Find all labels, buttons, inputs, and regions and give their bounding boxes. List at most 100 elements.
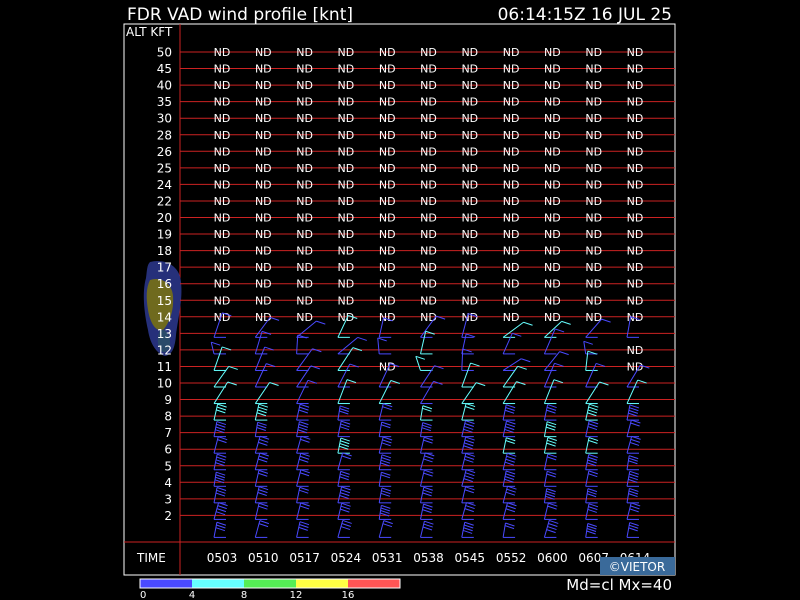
nd-cell-15-0517: ND <box>296 294 313 307</box>
wind-barb-6-0607 <box>585 437 599 454</box>
wind-barb-9-0600 <box>543 379 564 405</box>
wind-barb-8-0545 <box>461 403 476 421</box>
nd-cell-45-0503: ND <box>214 63 231 76</box>
nd-cell-14-0517: ND <box>296 311 313 324</box>
nd-cell-30-0600: ND <box>544 112 561 125</box>
nd-cell-50-0552: ND <box>503 46 520 59</box>
nd-cell-20-0614: ND <box>627 212 644 225</box>
legend-swatch-3 <box>296 579 348 588</box>
nd-cell-20-0503: ND <box>214 212 231 225</box>
wind-barb-8-0524 <box>337 405 350 421</box>
nd-cell-24-0524: ND <box>338 178 355 191</box>
wind-barb-9-0531 <box>378 379 400 405</box>
nd-cell-20-0510: ND <box>255 212 272 225</box>
nd-cell-20-0531: ND <box>379 212 396 225</box>
wind-barb-7-0531 <box>378 421 392 438</box>
wind-barb-3-0600 <box>543 488 557 504</box>
nd-cell-17-0538: ND <box>420 261 437 274</box>
legend-tick-4: 4 <box>189 590 195 600</box>
nd-cell-45-0600: ND <box>544 63 561 76</box>
wind-barb-sfc-0614 <box>626 522 639 538</box>
wind-barb-2-0600 <box>543 502 558 520</box>
wind-barb-8-0607 <box>585 403 599 421</box>
wind-barb-10-0517 <box>296 365 320 388</box>
wind-barb-2-0552 <box>502 502 517 520</box>
wind-barb-6-0614 <box>626 435 641 454</box>
wind-barb-5-0524 <box>337 452 352 471</box>
nd-cell-50-0524: ND <box>338 46 355 59</box>
wind-barb-4-0517 <box>296 469 310 487</box>
nd-cell-22-0545: ND <box>461 195 478 208</box>
wind-barb-3-0545 <box>461 486 475 504</box>
nd-cell-45-0552: ND <box>503 63 520 76</box>
wind-barb-7-0552 <box>502 420 516 438</box>
nd-cell-24-0607: ND <box>585 178 602 191</box>
altitude-label-4: 4 <box>164 476 172 490</box>
time-label-0531: 0531 <box>372 551 403 565</box>
nd-cell-20-0545: ND <box>461 212 478 225</box>
nd-cell-26-0538: ND <box>420 145 437 158</box>
nd-cell-16-0510: ND <box>255 278 272 291</box>
nd-cell-30-0552: ND <box>503 112 520 125</box>
wind-barb-8-0510 <box>254 403 269 421</box>
wind-barb-2-0503 <box>213 502 228 520</box>
wind-barb-13-0607 <box>585 318 611 338</box>
nd-cell-20-0552: ND <box>503 212 520 225</box>
wind-barb-12-0531 <box>377 337 392 355</box>
nd-cell-45-0545: ND <box>461 63 478 76</box>
nd-cell-14-0531: ND <box>379 311 396 324</box>
nd-cell-26-0614: ND <box>627 145 644 158</box>
wind-cells: ND ND ND ND ND ND ND ND ND ND ND ND ND ND ND ND ND ND ND ND… <box>210 46 650 538</box>
nd-cell-30-0538: ND <box>420 112 437 125</box>
wind-barb-13-0614 <box>626 316 640 338</box>
altitude-label-6: 6 <box>164 443 172 457</box>
wind-barb-13-0531 <box>378 317 393 338</box>
nd-cell-17-0607: ND <box>585 261 602 274</box>
nd-cell-17-0552: ND <box>503 261 520 274</box>
wind-barb-12-0600 <box>543 328 565 355</box>
wind-barb-2-0517 <box>296 502 310 520</box>
nd-cell-30-0510: ND <box>255 112 272 125</box>
wind-barb-sfc-0524 <box>337 519 352 538</box>
nd-cell-14-0600: ND <box>544 311 561 324</box>
wind-barb-11-0503 <box>213 346 232 371</box>
wind-barb-10-0600 <box>543 362 564 388</box>
nd-cell-18-0538: ND <box>420 245 437 258</box>
nd-cell-19-0517: ND <box>296 228 313 241</box>
time-label-0517: 0517 <box>289 551 320 565</box>
nd-cell-50-0545: ND <box>461 46 478 59</box>
nd-cell-24-0503: ND <box>214 178 231 191</box>
credit-badge <box>600 557 675 575</box>
nd-cell-17-0614: ND <box>627 261 644 274</box>
altitude-label-24: 24 <box>157 178 172 192</box>
time-label-0510: 0510 <box>248 551 279 565</box>
wind-barb-sfc-0517 <box>296 521 310 538</box>
wind-barb-5-0607 <box>585 454 598 471</box>
nd-cell-15-0503: ND <box>214 294 231 307</box>
wind-barb-2-0614 <box>626 502 641 520</box>
wind-barb-9-0538 <box>420 380 443 405</box>
wind-barb-2-0545 <box>461 502 476 520</box>
nd-cell-28-0607: ND <box>585 129 602 142</box>
altitude-label-18: 18 <box>157 244 172 258</box>
nd-cell-18-0600: ND <box>544 245 561 258</box>
wind-barb-12-0552 <box>502 332 522 355</box>
wind-barb-sfc-0545 <box>461 521 474 538</box>
wind-barb-13-0552 <box>502 321 533 338</box>
nd-cell-40-0531: ND <box>379 79 396 92</box>
legend-tick-16: 16 <box>342 590 355 600</box>
wind-barb-5-0614 <box>626 455 639 471</box>
nd-cell-19-0607: ND <box>585 228 602 241</box>
nd-cell-25-0524: ND <box>338 162 355 175</box>
nd-cell-50-0503: ND <box>214 46 231 59</box>
nd-cell-30-0607: ND <box>585 112 602 125</box>
wind-barb-4-0607 <box>585 470 598 487</box>
wind-barb-11-0517 <box>296 348 322 371</box>
wind-barb-2-0607 <box>585 503 599 520</box>
credit-text: ©VIETOR <box>609 560 665 574</box>
altitude-label-26: 26 <box>157 145 172 159</box>
nd-cell-25-0552: ND <box>503 162 520 175</box>
nd-cell-25-0503: ND <box>214 162 231 175</box>
wind-barb-4-0614 <box>626 470 639 487</box>
nd-cell-22-0600: ND <box>544 195 561 208</box>
